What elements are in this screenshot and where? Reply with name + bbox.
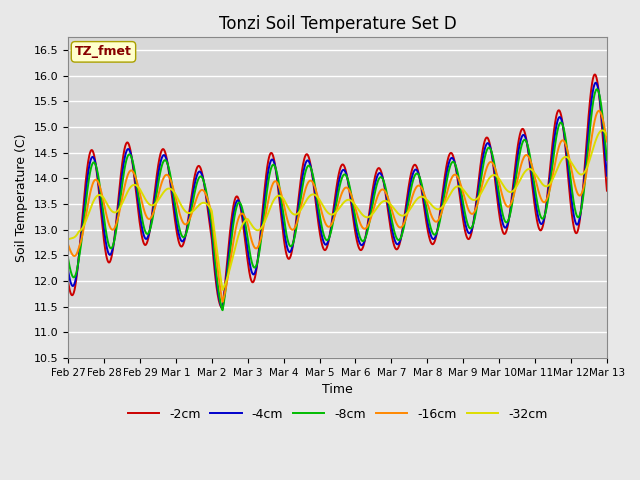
-4cm <box>64 267 72 273</box>
-32cm <box>371 208 379 214</box>
-4cm <box>371 181 379 187</box>
-16cm <box>64 241 72 247</box>
-8cm <box>603 157 611 163</box>
-4cm <box>592 80 600 85</box>
-2cm <box>591 72 598 77</box>
-16cm <box>293 219 301 225</box>
-8cm <box>371 189 379 195</box>
-4cm <box>603 173 611 179</box>
-8cm <box>593 86 601 92</box>
-32cm <box>219 287 227 293</box>
Text: TZ_fmet: TZ_fmet <box>75 45 132 59</box>
-2cm <box>128 155 136 160</box>
-32cm <box>305 195 312 201</box>
-4cm <box>128 155 136 160</box>
-8cm <box>293 221 301 227</box>
-16cm <box>219 299 227 305</box>
-32cm <box>603 132 611 138</box>
-2cm <box>293 210 301 216</box>
-8cm <box>106 244 113 250</box>
-4cm <box>106 252 113 258</box>
Legend: -2cm, -4cm, -8cm, -16cm, -32cm: -2cm, -4cm, -8cm, -16cm, -32cm <box>123 403 552 425</box>
-2cm <box>314 217 322 223</box>
-2cm <box>218 305 226 311</box>
-32cm <box>106 205 113 211</box>
-2cm <box>305 153 312 158</box>
-2cm <box>64 278 72 284</box>
-2cm <box>603 188 611 193</box>
-4cm <box>293 216 301 221</box>
-4cm <box>218 306 226 312</box>
-16cm <box>595 108 603 114</box>
-8cm <box>128 155 136 161</box>
-32cm <box>293 211 301 217</box>
-8cm <box>305 163 312 168</box>
-16cm <box>128 168 136 173</box>
-2cm <box>371 174 379 180</box>
-4cm <box>305 158 312 164</box>
-16cm <box>603 139 611 144</box>
-16cm <box>106 224 113 229</box>
-16cm <box>314 194 322 200</box>
Line: -2cm: -2cm <box>68 74 607 308</box>
-32cm <box>598 128 606 133</box>
-32cm <box>128 183 136 189</box>
-8cm <box>219 307 227 313</box>
-2cm <box>106 259 113 265</box>
-16cm <box>371 201 379 207</box>
-16cm <box>305 180 312 185</box>
Line: -8cm: -8cm <box>68 89 607 310</box>
-8cm <box>64 255 72 261</box>
-32cm <box>64 237 72 242</box>
X-axis label: Time: Time <box>322 383 353 396</box>
-32cm <box>314 195 322 201</box>
Y-axis label: Soil Temperature (C): Soil Temperature (C) <box>15 133 28 262</box>
-8cm <box>314 201 322 206</box>
Line: -4cm: -4cm <box>68 83 607 309</box>
Line: -32cm: -32cm <box>68 131 607 290</box>
Line: -16cm: -16cm <box>68 111 607 302</box>
-4cm <box>314 209 322 215</box>
Title: Tonzi Soil Temperature Set D: Tonzi Soil Temperature Set D <box>219 15 456 33</box>
